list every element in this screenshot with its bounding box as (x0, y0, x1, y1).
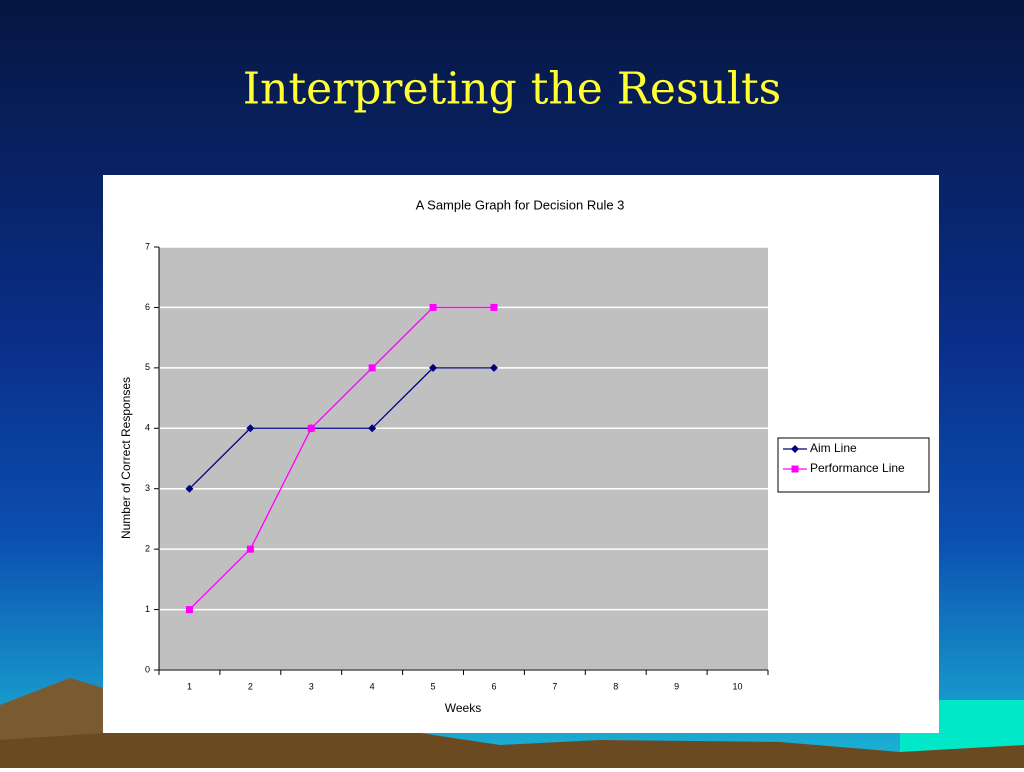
x-tick-label: 9 (674, 681, 679, 691)
plot-area (159, 247, 768, 670)
y-tick-label: 7 (145, 241, 150, 251)
series-line (188, 367, 494, 490)
y-tick-label: 0 (145, 664, 150, 674)
x-tick-label: 10 (733, 681, 743, 691)
legend-marker (791, 445, 799, 453)
x-tick-label: 7 (552, 681, 557, 691)
data-point (185, 606, 193, 614)
y-tick-label: 6 (145, 302, 150, 312)
slide-title: Interpreting the Results (243, 64, 781, 115)
data-point (185, 484, 194, 493)
y-tick-label: 3 (145, 483, 150, 493)
data-point (246, 545, 254, 553)
legend-box (777, 437, 930, 493)
x-tick-label: 6 (491, 681, 496, 691)
data-point (429, 303, 437, 311)
legend-label: Performance Line (810, 461, 905, 475)
x-tick-label: 5 (431, 681, 436, 691)
x-tick-label: 4 (370, 681, 375, 691)
legend-marker (791, 465, 799, 473)
legend-label: Aim Line (810, 441, 857, 455)
data-point (368, 424, 377, 433)
series-line (188, 306, 494, 611)
mountain (0, 733, 1024, 768)
y-tick-label: 4 (145, 423, 150, 433)
data-point (307, 424, 315, 432)
y-tick-label: 2 (145, 544, 150, 554)
x-tick-label: 3 (309, 681, 314, 691)
x-tick-label: 2 (248, 681, 253, 691)
data-point (489, 363, 498, 372)
plot: 0 1 2 3 4 5 6 7 1 2 3 4 5 6 7 8 9 10 Aim Line Performance L… (145, 241, 930, 691)
y-axis-label: Number of Correct Responses (119, 377, 133, 539)
y-tick-label: 5 (145, 362, 150, 372)
y-tick-label: 1 (145, 604, 150, 614)
x-axis-label: Weeks (445, 701, 481, 715)
data-point (246, 424, 255, 433)
x-tick-label: 8 (613, 681, 618, 691)
chart-title: A Sample Graph for Decision Rule 3 (416, 197, 625, 212)
data-point (490, 303, 498, 311)
data-point (429, 363, 438, 372)
data-point (368, 364, 376, 372)
x-tick-label: 1 (187, 681, 192, 691)
